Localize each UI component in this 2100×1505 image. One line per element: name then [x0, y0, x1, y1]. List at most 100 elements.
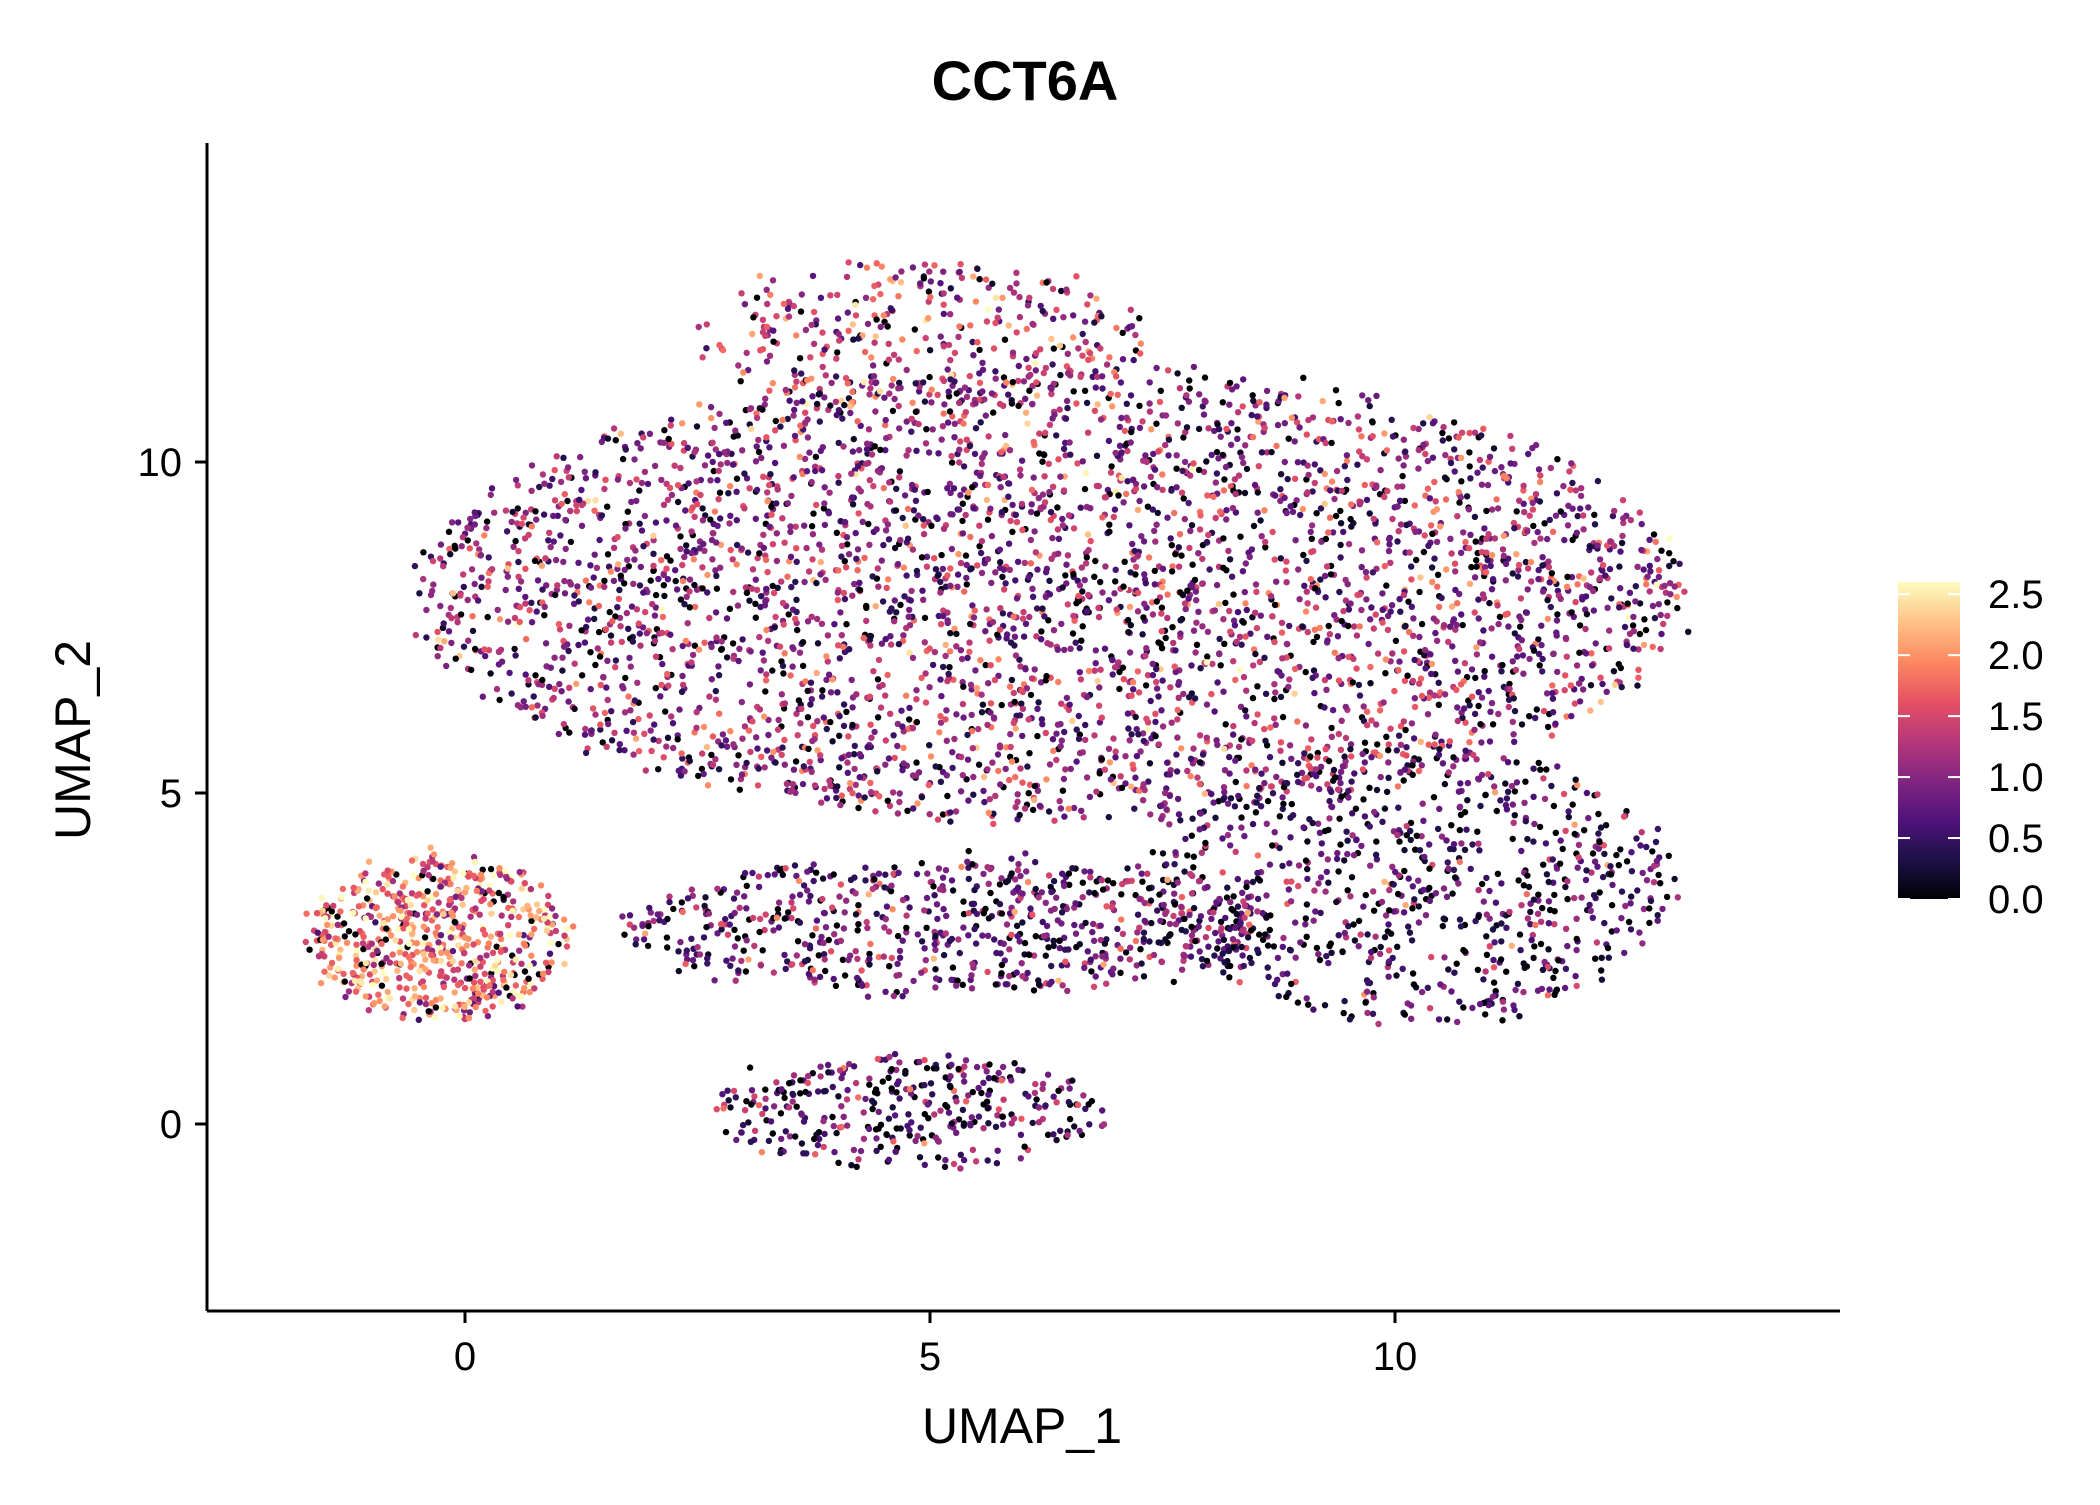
cell-point: [1153, 364, 1160, 372]
cell-point: [1589, 914, 1597, 921]
cell-point: [677, 772, 685, 779]
cell-point: [1283, 509, 1290, 517]
cell-point: [978, 569, 986, 577]
cell-point: [1334, 633, 1342, 640]
cell-point: [1393, 972, 1400, 979]
cell-point: [1054, 526, 1062, 533]
cell-point: [1228, 420, 1235, 427]
cell-point: [995, 672, 1002, 679]
cell-point: [1654, 912, 1661, 919]
cell-point: [994, 751, 1002, 758]
cell-point: [1367, 954, 1375, 961]
cell-point: [1057, 743, 1064, 750]
cell-point: [1186, 385, 1193, 392]
cell-point: [1636, 630, 1644, 638]
cell-point: [582, 623, 590, 631]
cell-point: [479, 693, 486, 700]
cell-point: [1035, 699, 1042, 706]
cell-point: [940, 525, 948, 532]
cell-point: [1239, 568, 1247, 575]
cell-point: [1243, 767, 1250, 774]
cell-point: [1348, 753, 1355, 760]
cell-point: [1474, 469, 1481, 476]
cell-point: [840, 443, 847, 450]
cell-point: [716, 489, 724, 496]
cell-point: [717, 461, 724, 468]
cell-point: [1530, 765, 1537, 772]
cell-point: [1092, 368, 1099, 375]
cell-point: [1144, 672, 1152, 679]
cell-point: [922, 440, 930, 447]
cell-point: [837, 801, 844, 809]
cell-point: [1204, 628, 1212, 635]
cell-point: [1495, 710, 1502, 718]
cell-point: [626, 479, 634, 487]
cell-point: [1538, 641, 1545, 649]
cell-point: [594, 645, 601, 652]
cell-point: [1126, 603, 1134, 611]
cell-point: [1211, 708, 1218, 715]
cell-point: [649, 600, 656, 608]
cell-point: [1527, 908, 1534, 916]
cell-point: [1112, 754, 1119, 761]
cell-point: [1302, 921, 1309, 928]
cell-point: [740, 369, 747, 376]
cell-point: [878, 640, 886, 647]
cell-point: [1325, 826, 1332, 834]
cell-point: [630, 580, 637, 587]
cell-point: [753, 734, 760, 741]
cell-point: [1124, 865, 1131, 872]
cell-point: [1261, 424, 1268, 432]
cell-point: [1456, 826, 1464, 834]
cell-point: [675, 767, 682, 774]
cell-point: [1113, 373, 1120, 380]
cell-point: [931, 555, 938, 562]
cell-point: [918, 554, 926, 561]
cell-point: [1418, 988, 1426, 996]
cell-point: [912, 408, 920, 415]
cell-point: [1586, 901, 1593, 909]
cell-point: [979, 701, 987, 708]
cell-point: [1450, 866, 1458, 874]
cell-point: [1274, 954, 1282, 962]
cell-point: [1028, 675, 1036, 682]
cell-point: [1400, 591, 1408, 599]
cell-point: [1461, 948, 1469, 955]
cell-point: [852, 312, 860, 319]
cell-point: [684, 444, 691, 451]
cell-point: [1241, 588, 1249, 596]
cell-point: [921, 614, 929, 622]
cell-point: [1603, 688, 1610, 695]
cell-point: [1345, 606, 1353, 613]
cell-point: [1037, 346, 1044, 353]
cell-point: [1016, 466, 1024, 473]
cell-point: [1097, 578, 1104, 586]
cell-point: [496, 616, 504, 623]
cell-point: [1187, 755, 1195, 762]
cell-point: [756, 550, 763, 557]
cell-point: [1627, 900, 1634, 907]
cell-point: [515, 573, 522, 580]
cell-point: [536, 483, 543, 491]
cell-point: [820, 714, 827, 721]
cell-point: [903, 929, 910, 936]
cell-point: [1333, 616, 1340, 623]
cell-point: [1530, 838, 1537, 845]
cell-point: [511, 645, 518, 653]
cell-point: [604, 551, 612, 558]
cell-point: [1059, 522, 1067, 529]
cell-point: [814, 747, 821, 754]
cell-point: [823, 676, 830, 684]
cell-point: [533, 516, 540, 523]
cell-point: [856, 579, 863, 586]
cell-point: [948, 545, 956, 553]
cell-point: [1098, 313, 1105, 320]
cell-point: [828, 379, 835, 387]
cell-point: [1494, 505, 1502, 512]
cell-point: [1032, 549, 1040, 556]
cell-point: [932, 763, 939, 770]
cell-point: [821, 484, 828, 491]
cell-point: [759, 329, 767, 336]
cell-point: [1461, 846, 1469, 853]
cell-point: [1473, 644, 1480, 651]
